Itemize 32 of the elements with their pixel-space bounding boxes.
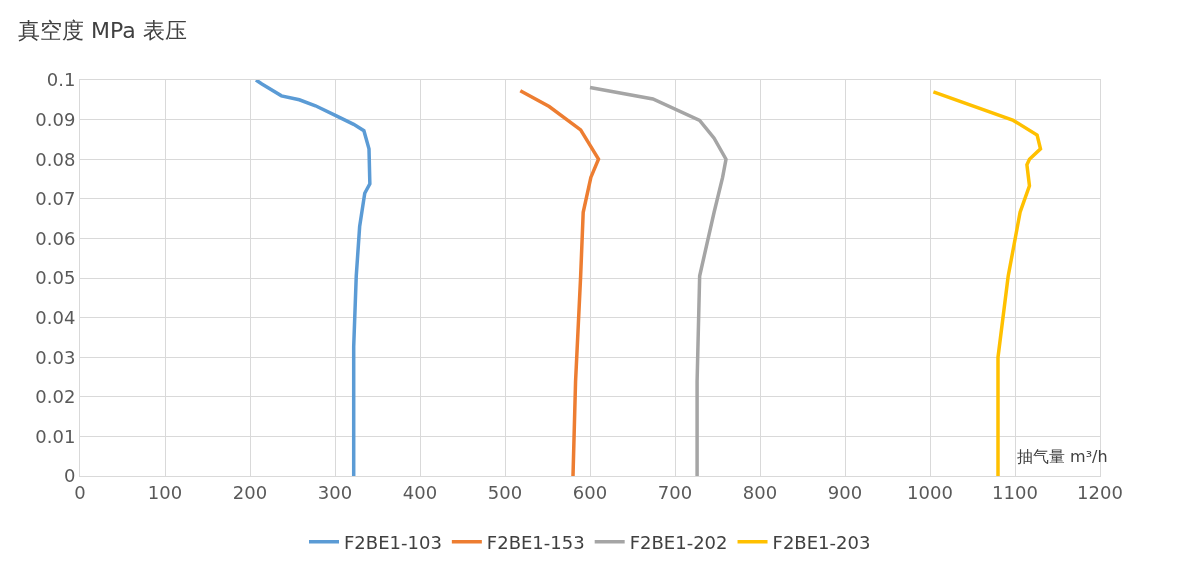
y-tick-label: 0.03 bbox=[35, 346, 76, 368]
y-tick-label: 0.07 bbox=[35, 188, 76, 210]
legend-label: F2BE1-153 bbox=[486, 531, 585, 553]
x-tick-label: 300 bbox=[317, 481, 353, 503]
line-series bbox=[254, 80, 372, 476]
x-tick-label: 400 bbox=[402, 481, 438, 503]
y-tick-label: 0.09 bbox=[35, 108, 76, 130]
x-tick-label: 600 bbox=[572, 481, 608, 503]
chart-title: 真空度 MPa 表压 bbox=[18, 18, 187, 44]
legend-label: F2BE1-202 bbox=[629, 531, 728, 553]
y-tick-label: 0.04 bbox=[35, 306, 76, 328]
x-tick-label: 900 bbox=[827, 481, 863, 503]
x-axis-title: 抽气量 m³/h bbox=[1017, 447, 1108, 466]
x-tick-label: 100 bbox=[147, 481, 183, 503]
x-tick-label: 1000 bbox=[907, 481, 953, 503]
y-tick-label: 0.1 bbox=[46, 69, 76, 91]
line-series bbox=[588, 85, 728, 476]
y-tick-label: 0.01 bbox=[35, 425, 76, 447]
legend-label: F2BE1-103 bbox=[344, 531, 442, 553]
x-tick-label: 800 bbox=[742, 481, 778, 503]
y-tick-label: 0.08 bbox=[35, 148, 76, 170]
line-series bbox=[518, 88, 601, 476]
y-tick-label: 0.05 bbox=[35, 267, 76, 289]
y-tick-label: 0.02 bbox=[35, 386, 76, 408]
x-tick-label: 1100 bbox=[992, 481, 1038, 503]
x-tick-label: 200 bbox=[232, 481, 268, 503]
x-tick-label: 500 bbox=[487, 481, 523, 503]
y-tick-label: 0.06 bbox=[35, 227, 76, 249]
x-tick-label: 700 bbox=[657, 481, 693, 503]
x-tick-label: 1200 bbox=[1077, 481, 1123, 503]
y-tick-label: 0 bbox=[63, 465, 76, 487]
legend-label: F2BE1-203 bbox=[772, 531, 871, 553]
